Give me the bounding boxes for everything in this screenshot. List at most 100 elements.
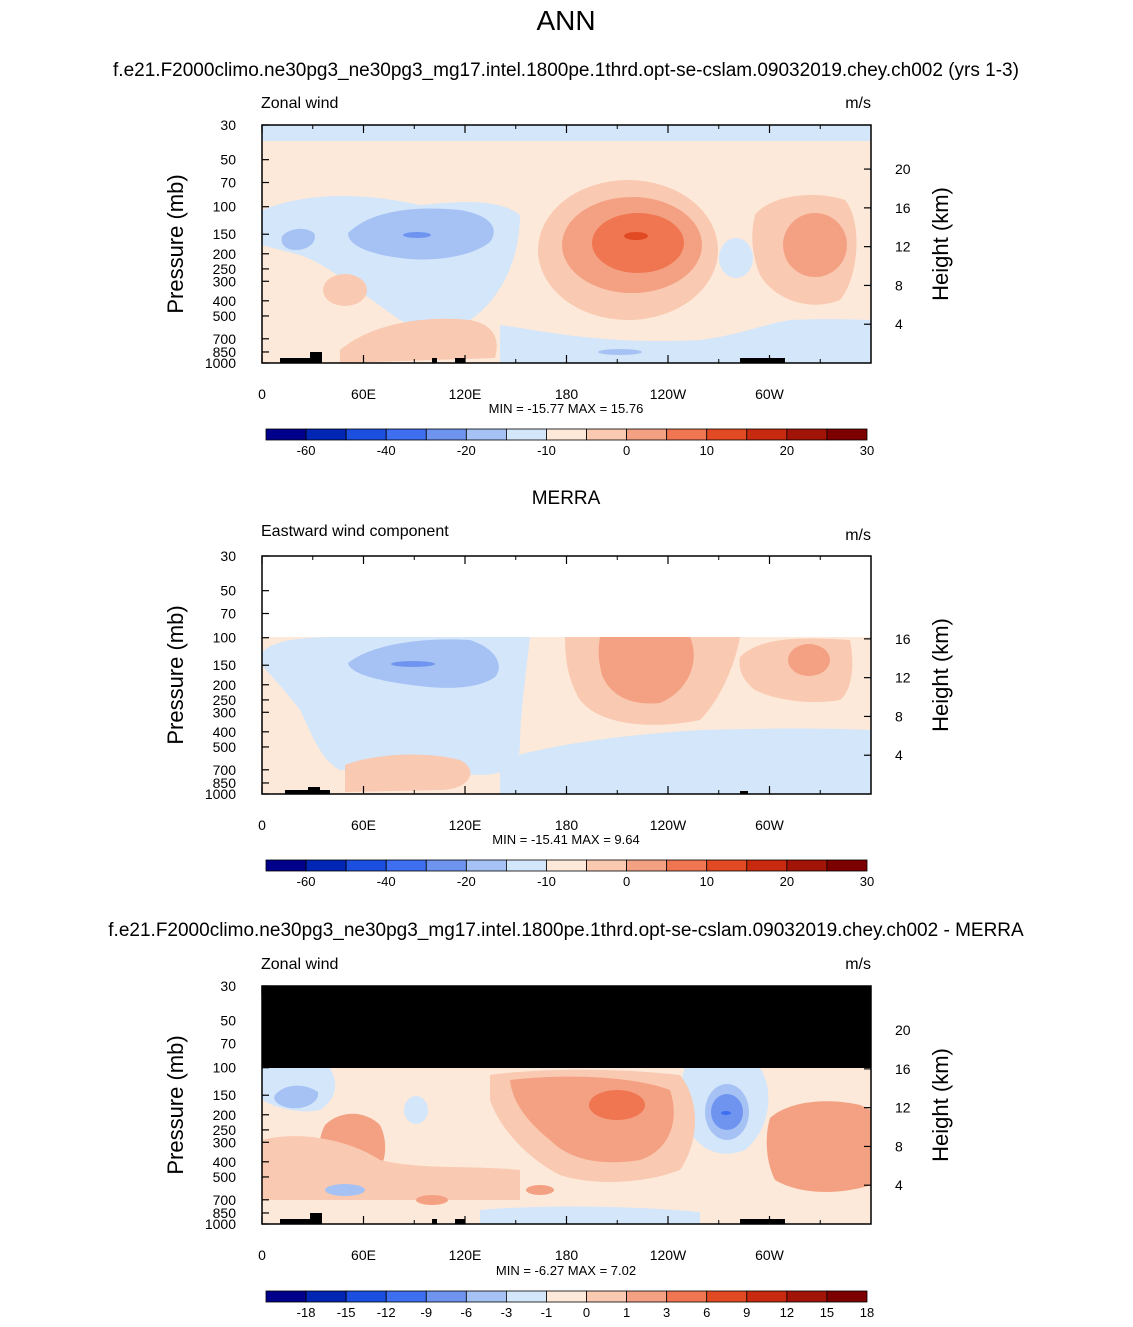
panel1-topography-small-2 bbox=[455, 358, 465, 363]
colorbar-label: -1 bbox=[541, 1305, 553, 1320]
pressure-tick-label: 150 bbox=[213, 1087, 237, 1103]
height-tick-label: 8 bbox=[895, 1138, 903, 1154]
pressure-tick-label: 700 bbox=[213, 762, 237, 778]
height-tick-label: 4 bbox=[895, 316, 903, 332]
pressure-tick-label: 100 bbox=[213, 199, 237, 215]
colorbar-swatch bbox=[786, 1290, 828, 1303]
longitude-tick-label: 60E bbox=[351, 817, 376, 833]
pressure-tick-label: 1000 bbox=[205, 786, 236, 802]
pressure-tick-label: 850 bbox=[213, 344, 237, 360]
pressure-tick-label: 30 bbox=[220, 548, 236, 564]
panel1-mid-westerly-patch bbox=[323, 274, 367, 306]
colorbar-label: 0 bbox=[583, 1305, 590, 1320]
pressure-tick-label: 150 bbox=[213, 657, 237, 673]
longitude-tick-label: 120E bbox=[449, 817, 482, 833]
longitude-tick-label: 120E bbox=[449, 386, 482, 402]
colorbar-label: -40 bbox=[377, 443, 396, 458]
pressure-tick-label: 400 bbox=[213, 724, 237, 740]
panel1-lower-westerly-asia bbox=[340, 318, 497, 363]
panel3-topography-small-1 bbox=[432, 1219, 437, 1224]
colorbar-label: 12 bbox=[780, 1305, 794, 1320]
colorbar-label: -10 bbox=[537, 443, 556, 458]
panel1-topography-africa bbox=[280, 358, 310, 363]
height-tick-label: 4 bbox=[895, 1177, 903, 1193]
panel3-lower-positive-1 bbox=[416, 1195, 448, 1205]
pressure-tick-label: 50 bbox=[220, 152, 236, 168]
panel1-atlantic-easterly-gap bbox=[719, 238, 753, 278]
panel2-topography-east-africa bbox=[308, 787, 320, 794]
pressure-tick-label: 500 bbox=[213, 308, 237, 324]
colorbar-swatch bbox=[706, 859, 748, 872]
colorbar-swatch bbox=[425, 859, 467, 872]
colorbar-swatch bbox=[505, 1290, 547, 1303]
colorbar-label: -9 bbox=[420, 1305, 432, 1320]
panel3-lower-positive-2 bbox=[526, 1185, 554, 1195]
pressure-tick-label: 200 bbox=[213, 246, 237, 262]
longitude-tick-label: 60W bbox=[755, 386, 785, 402]
longitude-tick-label: 180 bbox=[555, 817, 579, 833]
colorbar-label: 20 bbox=[780, 443, 794, 458]
longitude-tick-label: 0 bbox=[258, 386, 266, 402]
colorbar-swatch bbox=[586, 859, 627, 872]
panel1-ylabel: Pressure (mb) bbox=[163, 174, 188, 313]
panel1-lower-easterly-east bbox=[500, 319, 871, 363]
colorbar-swatch bbox=[786, 859, 828, 872]
colorbar-swatch bbox=[265, 859, 307, 872]
panel1-topography-andes bbox=[740, 358, 785, 363]
panel2-atlantic-westerly-inner bbox=[788, 644, 830, 676]
panel2-central-pacific-westerly-inner bbox=[598, 637, 694, 704]
pressure-tick-label: 300 bbox=[213, 1134, 237, 1150]
panel1-central-pacific-westerly-inner bbox=[592, 213, 684, 273]
colorbar-swatch bbox=[345, 859, 387, 872]
colorbar-label: -60 bbox=[297, 874, 316, 889]
colorbar-swatch bbox=[586, 1290, 627, 1303]
colorbar-swatch bbox=[345, 428, 387, 441]
panel1-lower-easterly-core bbox=[598, 349, 642, 355]
panel3-east-negative-min bbox=[721, 1111, 731, 1115]
colorbar-label: -6 bbox=[461, 1305, 473, 1320]
height-tick-label: 16 bbox=[895, 631, 911, 647]
longitude-tick-label: 120W bbox=[650, 1247, 687, 1263]
panel2-ylabel: Pressure (mb) bbox=[163, 605, 188, 744]
colorbar-label: -18 bbox=[297, 1305, 316, 1320]
longitude-tick-label: 0 bbox=[258, 817, 266, 833]
season-title: ANN bbox=[536, 5, 595, 36]
colorbar-swatch bbox=[626, 859, 668, 872]
panel3-mask bbox=[262, 986, 871, 1068]
colorbar-swatch bbox=[666, 1290, 708, 1303]
panel3-pacific-positive-max bbox=[589, 1090, 645, 1120]
longitude-tick-label: 180 bbox=[555, 1247, 579, 1263]
longitude-tick-label: 60W bbox=[755, 817, 785, 833]
pressure-tick-label: 200 bbox=[213, 677, 237, 693]
height-tick-label: 16 bbox=[895, 200, 911, 216]
diff-panel: Zonal wind m/s bbox=[163, 956, 953, 1320]
pressure-tick-label: 400 bbox=[213, 1154, 237, 1170]
pressure-tick-label: 250 bbox=[213, 261, 237, 277]
colorbar-swatch bbox=[385, 1290, 427, 1303]
panel1-central-pacific-westerly-max bbox=[624, 232, 648, 240]
colorbar-label: 1 bbox=[623, 1305, 630, 1320]
pressure-tick-label: 30 bbox=[220, 978, 236, 994]
pressure-tick-label: 100 bbox=[213, 1060, 237, 1076]
height-tick-label: 8 bbox=[895, 277, 903, 293]
pressure-tick-label: 850 bbox=[213, 775, 237, 791]
colorbar-label: 0 bbox=[623, 874, 630, 889]
colorbar-label: 18 bbox=[860, 1305, 874, 1320]
panel2-field-label: Eastward wind component bbox=[261, 523, 449, 540]
panel3-atlantic-positive bbox=[766, 1101, 871, 1192]
colorbar-swatch bbox=[746, 428, 788, 441]
pressure-tick-label: 30 bbox=[220, 117, 236, 133]
pressure-tick-label: 300 bbox=[213, 273, 237, 289]
panel1-atlantic-westerly-inner bbox=[783, 213, 847, 277]
pressure-tick-label: 500 bbox=[213, 1169, 237, 1185]
pressure-tick-label: 50 bbox=[220, 1013, 236, 1029]
panel3-ylabel-right: Height (km) bbox=[928, 1048, 953, 1162]
height-tick-label: 4 bbox=[895, 747, 903, 763]
colorbar-label: 10 bbox=[699, 443, 713, 458]
colorbar-swatch bbox=[345, 1290, 387, 1303]
test-panel: Zonal wind m/s bbox=[163, 95, 953, 458]
colorbar-swatch bbox=[746, 1290, 788, 1303]
panel2-easterly-core-min bbox=[391, 661, 435, 667]
longitude-tick-label: 120E bbox=[449, 1247, 482, 1263]
